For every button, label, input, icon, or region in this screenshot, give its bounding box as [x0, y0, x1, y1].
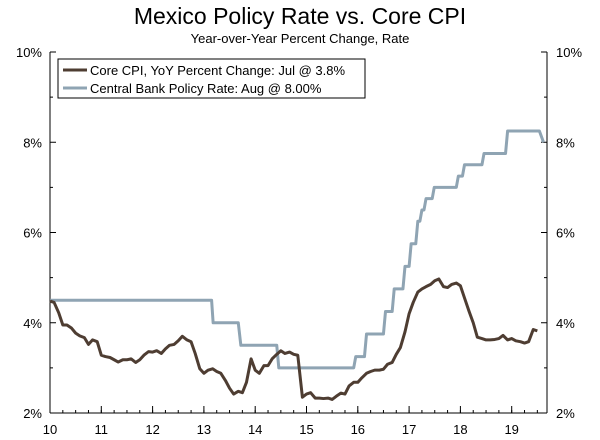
legend-label-policy-rate: Central Bank Policy Rate: Aug @ 8.00% [90, 81, 322, 96]
x-tick-label: 18 [453, 422, 467, 437]
x-tick-label: 17 [402, 422, 416, 437]
y-tick-label-left: 4% [23, 316, 42, 331]
y-tick-label-right: 6% [556, 226, 575, 241]
y-tick-label-right: 10% [556, 45, 582, 60]
x-tick-label: 11 [95, 422, 109, 437]
chart-title: Mexico Policy Rate vs. Core CPI [133, 3, 467, 29]
y-tick-label-right: 2% [556, 406, 575, 421]
y-tick-label-left: 8% [23, 135, 42, 150]
x-tick-label: 14 [248, 422, 262, 437]
legend: Core CPI, YoY Percent Change: Jul @ 3.8%… [57, 58, 366, 99]
core-cpi-line [49, 277, 538, 401]
series-lines [49, 129, 545, 401]
x-tick-label: 16 [351, 422, 365, 437]
policy-rate-line [50, 129, 545, 370]
tick-labels: 2% 2% 4% 4% 6% 6% 8% 8% 10% 10% 10 11 12 13 14 15 16 17 18… [16, 45, 582, 437]
axes [49, 51, 548, 414]
y-tick-label-right: 4% [556, 316, 575, 331]
x-tick-label: 13 [197, 422, 211, 437]
legend-label-core-cpi: Core CPI, YoY Percent Change: Jul @ 3.8% [90, 63, 345, 78]
x-tick-label: 19 [504, 422, 518, 437]
x-tick-label: 15 [299, 422, 313, 437]
x-tick-label: 12 [145, 422, 159, 437]
y-tick-label-left: 2% [23, 406, 42, 421]
x-tick-label: 10 [43, 422, 57, 437]
y-tick-label-left: 10% [16, 45, 42, 60]
y-tick-label-left: 6% [23, 226, 42, 241]
legend-box [57, 58, 366, 99]
chart-subtitle: Year-over-Year Percent Change, Rate [190, 31, 410, 46]
y-tick-label-right: 8% [556, 135, 575, 150]
